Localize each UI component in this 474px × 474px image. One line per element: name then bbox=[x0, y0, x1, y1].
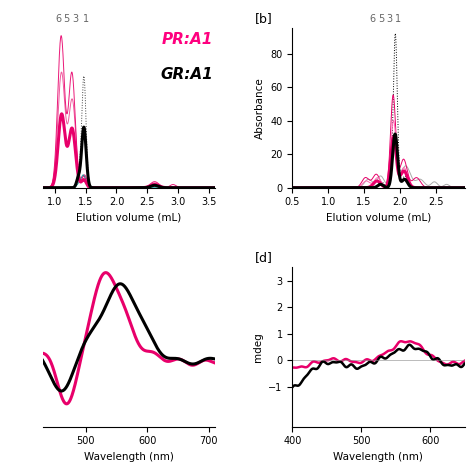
Text: 6: 6 bbox=[55, 14, 61, 24]
Text: 1: 1 bbox=[395, 14, 401, 24]
Text: 1: 1 bbox=[82, 14, 89, 24]
Text: 3: 3 bbox=[386, 14, 392, 24]
X-axis label: Wavelength (nm): Wavelength (nm) bbox=[334, 452, 423, 462]
Text: 5: 5 bbox=[63, 14, 69, 24]
X-axis label: Wavelength (nm): Wavelength (nm) bbox=[84, 452, 173, 462]
Text: GR:A1: GR:A1 bbox=[160, 67, 213, 82]
Y-axis label: mdeg: mdeg bbox=[253, 332, 263, 362]
Text: 3: 3 bbox=[72, 14, 78, 24]
Text: 5: 5 bbox=[378, 14, 384, 24]
Y-axis label: Absorbance: Absorbance bbox=[255, 77, 264, 139]
Text: 6: 6 bbox=[370, 14, 376, 24]
Text: [d]: [d] bbox=[255, 251, 273, 264]
Text: PR:A1: PR:A1 bbox=[162, 32, 213, 46]
X-axis label: Elution volume (mL): Elution volume (mL) bbox=[326, 213, 431, 223]
X-axis label: Elution volume (mL): Elution volume (mL) bbox=[76, 213, 182, 223]
Text: [b]: [b] bbox=[255, 12, 272, 26]
